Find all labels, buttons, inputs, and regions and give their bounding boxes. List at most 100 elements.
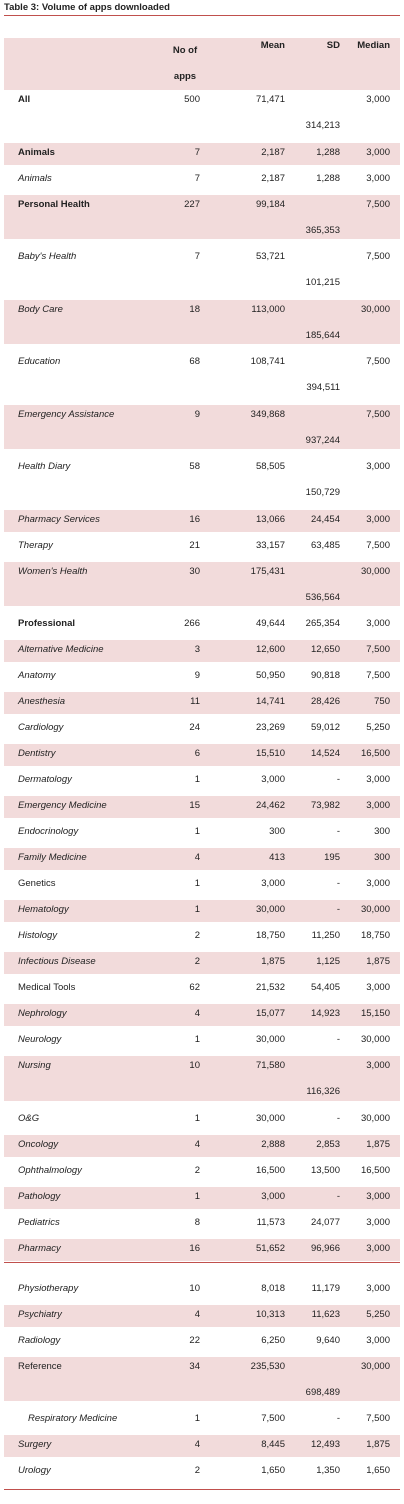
- cell: 1,125: [316, 956, 340, 967]
- cell: 62: [189, 982, 200, 993]
- cell: 71,471: [255, 94, 285, 105]
- cell: 71,580: [255, 1060, 285, 1071]
- cell: 14,524: [310, 748, 340, 759]
- row-band: [4, 1134, 400, 1157]
- cell: 101,215: [305, 277, 340, 288]
- cell: 16,500: [360, 1164, 390, 1176]
- cell: 1: [194, 774, 200, 785]
- cell: 5,250: [366, 1308, 390, 1320]
- row-label: Emergency Assistance: [18, 408, 115, 420]
- row-label: Endocrinology: [18, 826, 79, 837]
- cell: 2,853: [316, 1138, 340, 1150]
- column-header: Mean: [260, 40, 285, 51]
- cell: 13,066: [255, 513, 285, 525]
- cell: 59,012: [310, 722, 340, 733]
- row-band: [4, 1304, 400, 1327]
- cell: 14,741: [255, 696, 285, 707]
- cell: -: [336, 878, 340, 889]
- row-label: Respiratory Medicine: [28, 1413, 118, 1424]
- cell: 698,489: [305, 1386, 340, 1398]
- cell: 11,250: [311, 930, 340, 941]
- cell: 30,000: [360, 1034, 390, 1045]
- cell: 73,982: [310, 800, 340, 811]
- cell: 30,000: [360, 904, 390, 915]
- cell: 265,354: [305, 618, 340, 629]
- row-band: [4, 640, 400, 662]
- row-band: [4, 509, 400, 532]
- cell: 3,000: [366, 1060, 390, 1071]
- cell: 1,875: [366, 956, 390, 967]
- cell: 4: [194, 1439, 200, 1450]
- cell: 12,600: [255, 644, 285, 655]
- cell: 394,511: [306, 382, 340, 393]
- row-label: Professional: [18, 618, 76, 629]
- cell: 3,000: [366, 774, 390, 785]
- row-label: Dermatology: [18, 774, 72, 785]
- cell: 16: [189, 513, 200, 525]
- cell: 1: [194, 904, 200, 915]
- row-band: [4, 142, 400, 165]
- cell: 7,500: [261, 1413, 285, 1424]
- row-label: Women's Health: [18, 565, 88, 577]
- cell: 30: [189, 565, 200, 577]
- column-header: No of apps: [172, 45, 198, 82]
- cell: 2,888: [261, 1138, 285, 1150]
- cell: 30,000: [360, 565, 390, 577]
- cell: 2: [194, 1465, 200, 1476]
- cell: 1: [194, 1112, 200, 1124]
- cell: 22: [189, 1334, 200, 1346]
- cell: 300: [269, 826, 285, 837]
- cell: 12,493: [310, 1439, 340, 1450]
- cell: 15,150: [360, 1008, 390, 1019]
- cell: 99,184: [255, 198, 285, 210]
- row-label: Nephrology: [18, 1008, 67, 1019]
- cell: 8,018: [261, 1282, 285, 1294]
- cell: 28,426: [310, 696, 340, 707]
- row-band: [4, 692, 400, 714]
- cell: 15: [189, 800, 200, 811]
- cell: 2,187: [261, 172, 285, 184]
- cell: 33,157: [255, 539, 285, 551]
- row-label: Histology: [18, 930, 58, 941]
- cell: 1: [194, 1034, 200, 1045]
- cell: 30,000: [360, 1360, 390, 1372]
- row-band: [4, 1056, 400, 1101]
- row-label: Therapy: [18, 539, 53, 551]
- row-band: [4, 404, 400, 449]
- rule: [4, 15, 400, 16]
- cell: -: [336, 826, 340, 837]
- row-label: Baby's Health: [18, 251, 77, 262]
- cell: 266: [184, 618, 200, 629]
- cell: 185,644: [305, 329, 340, 341]
- cell: 7,500: [366, 1413, 390, 1424]
- cell: 4: [194, 1308, 200, 1320]
- cell: 2,187: [261, 146, 285, 158]
- cell: 116,326: [306, 1086, 340, 1097]
- cell: 7: [194, 146, 200, 158]
- cell: 937,244: [305, 434, 340, 446]
- row-band: [4, 1356, 400, 1401]
- cell: 7,500: [366, 198, 390, 210]
- cell: 24,077: [310, 1216, 340, 1228]
- cell: 6,250: [261, 1334, 285, 1346]
- cell: 7,500: [366, 644, 390, 655]
- cell: 15,510: [255, 748, 285, 759]
- cell: 7,500: [366, 670, 390, 681]
- cell: 1,875: [366, 1138, 390, 1150]
- row-band: [4, 744, 400, 766]
- cell: 750: [374, 696, 390, 707]
- row-label: Pathology: [18, 1190, 61, 1202]
- cell: 10: [189, 1282, 200, 1294]
- row-label: All: [18, 94, 31, 105]
- row-label: Health Diary: [18, 461, 71, 472]
- cell: 413: [269, 852, 285, 863]
- cell: 7,500: [366, 251, 390, 262]
- cell: 365,353: [305, 224, 340, 236]
- cell: -: [336, 774, 340, 785]
- cell: 13,500: [310, 1164, 340, 1176]
- row-label: Dentistry: [18, 748, 56, 759]
- cell: 3,000: [261, 878, 285, 889]
- cell: 3,000: [366, 982, 390, 993]
- cell: -: [336, 1034, 340, 1045]
